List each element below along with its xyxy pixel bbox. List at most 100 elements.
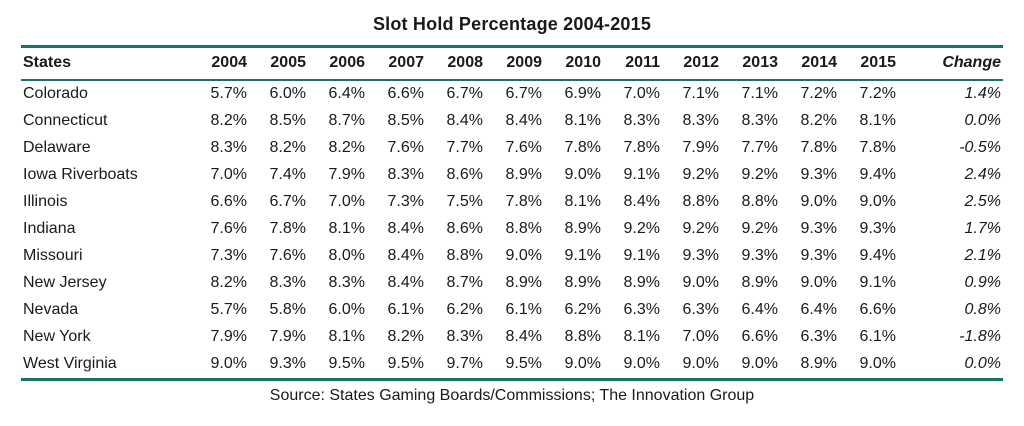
value-cell: 7.6% <box>269 247 306 264</box>
value-cell: 9.5% <box>505 355 542 372</box>
value-cell: 6.9% <box>564 85 601 102</box>
value-cell: 8.0% <box>328 247 365 264</box>
value-cell: 9.0% <box>623 355 660 372</box>
table-row: West Virginia 9.0% 9.3% 9.5% 9.5% 9.7% 9.5% 9.0… <box>21 351 1003 380</box>
value-cell: 9.3% <box>800 166 837 183</box>
value-cell: 8.4% <box>387 220 424 237</box>
value-cell: 8.4% <box>505 112 542 129</box>
value-cell: 8.4% <box>387 274 424 291</box>
value-cell: 7.9% <box>269 328 306 345</box>
value-cell: 8.3% <box>328 274 365 291</box>
value-cell: 6.3% <box>800 328 837 345</box>
change-cell: 1.7% <box>964 220 1001 237</box>
value-cell: 6.6% <box>210 193 247 210</box>
state-name-cell: Delaware <box>23 139 91 156</box>
value-cell: 9.0% <box>505 247 542 264</box>
value-cell: 7.2% <box>859 85 896 102</box>
column-header-year: 2009 <box>497 46 556 81</box>
value-cell: 8.4% <box>623 193 660 210</box>
value-cell: 6.7% <box>269 193 306 210</box>
value-cell: 8.2% <box>387 328 424 345</box>
value-cell: 6.2% <box>564 301 601 318</box>
value-cell: 7.2% <box>800 85 837 102</box>
value-cell: 7.8% <box>623 139 660 156</box>
value-cell: 8.9% <box>623 274 660 291</box>
value-cell: 7.7% <box>446 139 483 156</box>
value-cell: 8.2% <box>210 112 247 129</box>
column-header-year: 2004 <box>202 46 261 81</box>
column-header-year: 2007 <box>379 46 438 81</box>
value-cell: 9.4% <box>859 247 896 264</box>
value-cell: 7.8% <box>859 139 896 156</box>
column-header-year: 2012 <box>674 46 733 81</box>
column-header-year: 2010 <box>556 46 615 81</box>
value-cell: 6.7% <box>505 85 542 102</box>
state-name-cell: Iowa Riverboats <box>23 166 138 183</box>
value-cell: 9.3% <box>859 220 896 237</box>
column-header-change: Change <box>910 46 1003 81</box>
value-cell: 6.1% <box>859 328 896 345</box>
table-row: Colorado 5.7% 6.0% 6.4% 6.6% 6.7% 6.7% 6.9% 7.0%… <box>21 80 1003 108</box>
state-name-cell: West Virginia <box>23 355 117 372</box>
value-cell: 5.7% <box>210 301 247 318</box>
value-cell: 7.3% <box>210 247 247 264</box>
value-cell: 8.2% <box>328 139 365 156</box>
value-cell: 5.7% <box>210 85 247 102</box>
slot-hold-table: States 2004 2005 2006 2007 2008 2009 2010 2011 2… <box>21 45 1003 381</box>
value-cell: 8.9% <box>564 220 601 237</box>
value-cell: 6.0% <box>328 301 365 318</box>
value-cell: 8.3% <box>446 328 483 345</box>
value-cell: 8.9% <box>564 274 601 291</box>
value-cell: 7.0% <box>623 85 660 102</box>
value-cell: 8.6% <box>446 220 483 237</box>
value-cell: 8.9% <box>505 166 542 183</box>
value-cell: 7.6% <box>505 139 542 156</box>
table-row: Illinois 6.6% 6.7% 7.0% 7.3% 7.5% 7.8% 8.1% 8.4%… <box>21 189 1003 216</box>
value-cell: 7.1% <box>682 85 719 102</box>
column-header-year: 2014 <box>792 46 851 81</box>
value-cell: 8.8% <box>741 193 778 210</box>
value-cell: 9.0% <box>800 274 837 291</box>
header-row: States 2004 2005 2006 2007 2008 2009 2010 2011 2… <box>21 46 1003 81</box>
value-cell: 9.5% <box>328 355 365 372</box>
value-cell: 8.3% <box>741 112 778 129</box>
value-cell: 5.8% <box>269 301 306 318</box>
value-cell: 8.8% <box>505 220 542 237</box>
value-cell: 6.0% <box>269 85 306 102</box>
value-cell: 7.4% <box>269 166 306 183</box>
value-cell: 9.3% <box>741 247 778 264</box>
change-cell: 0.8% <box>964 301 1001 318</box>
value-cell: 9.1% <box>623 247 660 264</box>
value-cell: 8.3% <box>682 112 719 129</box>
value-cell: 8.8% <box>564 328 601 345</box>
value-cell: 7.0% <box>328 193 365 210</box>
value-cell: 9.4% <box>859 166 896 183</box>
change-cell: -1.8% <box>959 328 1001 345</box>
state-name-cell: Indiana <box>23 220 76 237</box>
value-cell: 8.2% <box>800 112 837 129</box>
change-cell: 2.5% <box>964 193 1001 210</box>
value-cell: 8.5% <box>387 112 424 129</box>
column-header-year: 2013 <box>733 46 792 81</box>
value-cell: 9.3% <box>269 355 306 372</box>
table-row: Delaware 8.3% 8.2% 8.2% 7.6% 7.7% 7.6% 7.8% 7.8%… <box>21 135 1003 162</box>
value-cell: 9.0% <box>682 274 719 291</box>
value-cell: 7.8% <box>800 139 837 156</box>
value-cell: 9.0% <box>859 355 896 372</box>
value-cell: 8.3% <box>387 166 424 183</box>
value-cell: 7.6% <box>387 139 424 156</box>
value-cell: 8.3% <box>623 112 660 129</box>
value-cell: 8.4% <box>387 247 424 264</box>
value-cell: 8.1% <box>859 112 896 129</box>
value-cell: 7.9% <box>328 166 365 183</box>
state-name-cell: Nevada <box>23 301 79 318</box>
value-cell: 8.9% <box>741 274 778 291</box>
value-cell: 8.8% <box>446 247 483 264</box>
value-cell: 7.7% <box>741 139 778 156</box>
value-cell: 8.4% <box>505 328 542 345</box>
table-row: Missouri 7.3% 7.6% 8.0% 8.4% 8.8% 9.0% 9.1% 9.1%… <box>21 243 1003 270</box>
column-header-year: 2008 <box>438 46 497 81</box>
value-cell: 8.2% <box>269 139 306 156</box>
value-cell: 9.1% <box>859 274 896 291</box>
